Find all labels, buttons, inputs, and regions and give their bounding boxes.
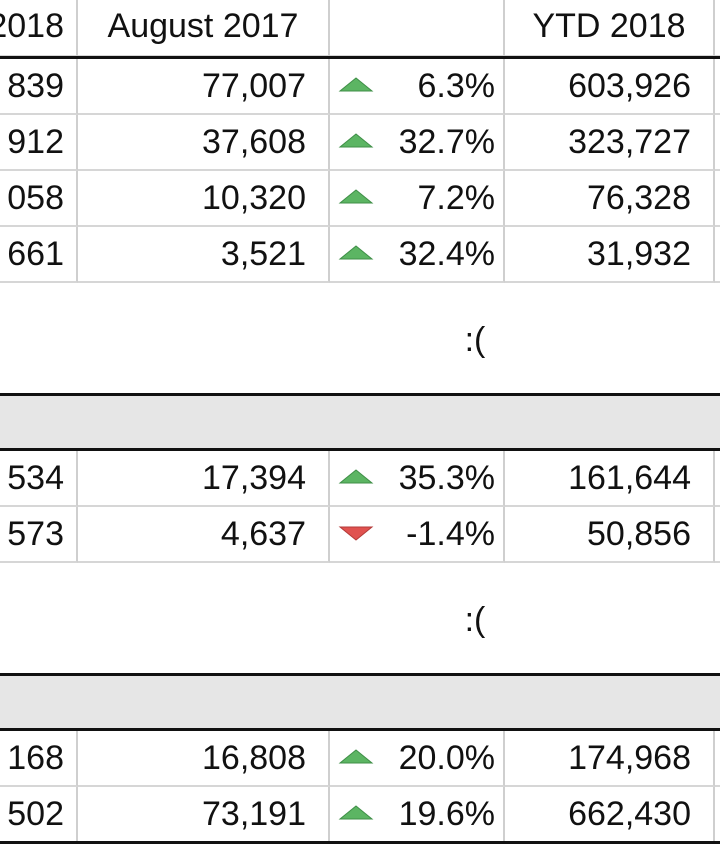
- trend-icon: [338, 245, 374, 260]
- cell: 573: [0, 507, 78, 563]
- cell: 534: [0, 451, 78, 507]
- trend-arrow: [338, 245, 374, 260]
- percent-cell: 35.3%: [330, 451, 505, 507]
- note: :(: [464, 601, 486, 639]
- trend-icon: [338, 526, 374, 541]
- percent-cell: 6.3%: [330, 59, 505, 115]
- trend-icon: [338, 77, 374, 92]
- cell: [715, 731, 720, 787]
- cell: 662,430: [505, 787, 715, 843]
- trend-icon: [338, 749, 374, 764]
- band-border: [0, 673, 720, 676]
- percent-cell: 20.0%: [330, 731, 505, 787]
- header-cell: 2018: [0, 0, 78, 57]
- cell: 73,191: [78, 787, 330, 843]
- percent-cell: -1.4%: [330, 507, 505, 563]
- cell: 603,926: [505, 59, 715, 115]
- percent-cell: 32.4%: [330, 227, 505, 283]
- cell: 161,644: [505, 451, 715, 507]
- trend-icon: [338, 805, 374, 820]
- header-cell: August 2017: [78, 0, 330, 57]
- band-border: [0, 448, 720, 451]
- cell: 4,637: [78, 507, 330, 563]
- trend-icon: [338, 133, 374, 148]
- trend-icon: [338, 469, 374, 484]
- cell: 77,007: [78, 59, 330, 115]
- trend-arrow: [338, 77, 374, 92]
- cell: 839: [0, 59, 78, 115]
- section-band: [0, 396, 720, 448]
- cell: 17,394: [78, 451, 330, 507]
- header-cell: [715, 0, 720, 57]
- cell: [715, 451, 720, 507]
- trend-arrow: [338, 189, 374, 204]
- header-cell: [330, 0, 505, 57]
- cell: 76,328: [505, 171, 715, 227]
- cell: [715, 171, 720, 227]
- trend-arrow: [338, 469, 374, 484]
- bottom-border: [0, 841, 720, 844]
- cell: 3,521: [78, 227, 330, 283]
- trend-arrow: [338, 805, 374, 820]
- percent-cell: 19.6%: [330, 787, 505, 843]
- section-band: [0, 676, 720, 728]
- cell: 323,727: [505, 115, 715, 171]
- cell: 10,320: [78, 171, 330, 227]
- cell: [715, 787, 720, 843]
- percent-cell: 32.7%: [330, 115, 505, 171]
- note: :(: [464, 321, 486, 359]
- cell: [715, 227, 720, 283]
- header-border: [0, 56, 720, 59]
- cell: 502: [0, 787, 78, 843]
- trend-arrow: [338, 749, 374, 764]
- cell: [715, 507, 720, 563]
- cell: 31,932: [505, 227, 715, 283]
- trend-arrow: [338, 133, 374, 148]
- cell: [715, 59, 720, 115]
- cell: 058: [0, 171, 78, 227]
- trend-icon: [338, 189, 374, 204]
- cell: 168: [0, 731, 78, 787]
- cell: 174,968: [505, 731, 715, 787]
- cell: 16,808: [78, 731, 330, 787]
- percent-cell: 7.2%: [330, 171, 505, 227]
- band-border: [0, 393, 720, 396]
- cell: 912: [0, 115, 78, 171]
- cell: 37,608: [78, 115, 330, 171]
- band-border: [0, 728, 720, 731]
- cell: 50,856: [505, 507, 715, 563]
- header-cell: YTD 2018: [505, 0, 715, 57]
- cell: [715, 115, 720, 171]
- cell: 661: [0, 227, 78, 283]
- trend-arrow: [338, 526, 374, 541]
